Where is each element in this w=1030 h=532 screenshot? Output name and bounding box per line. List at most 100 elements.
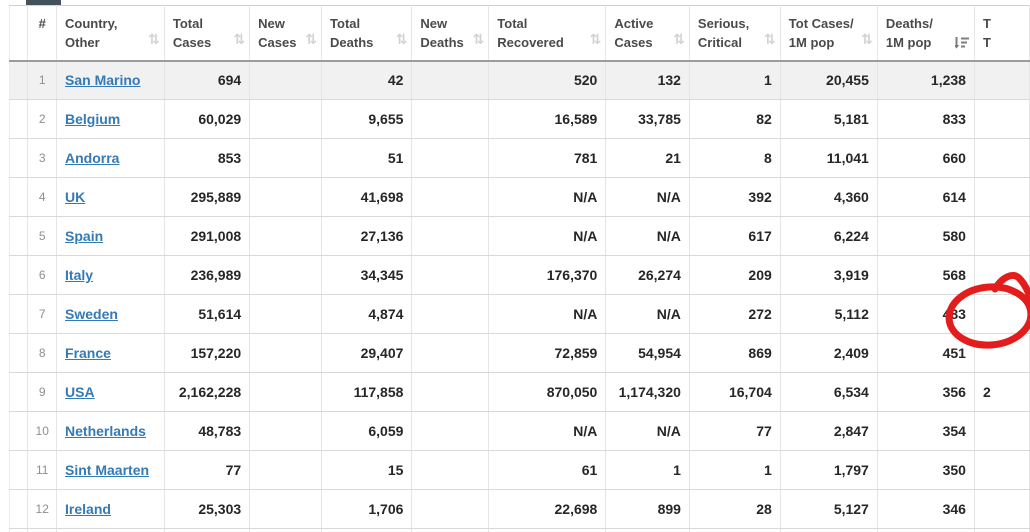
cell-total-deaths: 42 — [321, 60, 413, 100]
column-label-line2: Cases — [172, 35, 212, 50]
cell-new-cases — [249, 411, 323, 451]
gutter-cell — [9, 255, 29, 295]
table-row: 7 Sweden 51,614 4,874 N/A N/A 272 5,112 483 — [9, 294, 1030, 334]
cell-new-deaths — [411, 177, 490, 217]
country-link[interactable]: Sweden — [65, 306, 118, 322]
cell-total-deaths: 41,698 — [321, 177, 413, 217]
cell-total-deaths: 27,136 — [321, 216, 413, 256]
cell-total-recovered: N/A — [488, 294, 607, 334]
column-header-deaths-per-1m[interactable]: Deaths/1M pop — [877, 5, 975, 62]
country-link[interactable]: Sint Maarten — [65, 462, 150, 478]
country-link[interactable]: Spain — [65, 228, 104, 244]
cell-total-recovered: 22,698 — [488, 489, 607, 529]
country-link[interactable]: Andorra — [65, 150, 120, 166]
column-header-country[interactable]: Country, Other ⇅ — [56, 5, 165, 62]
cell-total-recovered: N/A — [488, 177, 607, 217]
country-link[interactable]: Netherlands — [65, 423, 146, 439]
cell-new-cases — [249, 216, 323, 256]
sort-toggle-icon[interactable]: ⇅ — [589, 32, 602, 48]
column-header-cases-per-1m[interactable]: Tot Cases/1M pop ⇅ — [780, 5, 878, 62]
cell-total-cases: 48,783 — [164, 411, 251, 451]
country-link[interactable]: Ireland — [65, 501, 111, 517]
country-link[interactable]: San Marino — [65, 72, 141, 89]
country-link[interactable]: Belgium — [65, 111, 121, 127]
cell-new-cases — [249, 255, 323, 295]
country-link[interactable]: UK — [65, 189, 86, 205]
cell-clipped-col — [974, 138, 1030, 178]
column-label-line1: New — [420, 16, 448, 31]
cell-serious-critical: 1 — [689, 60, 781, 100]
country-link[interactable]: USA — [65, 384, 95, 400]
cell-serious-critical: 617 — [689, 216, 781, 256]
table-row: 5 Spain 291,008 27,136 N/A N/A 617 6,224 580 — [9, 216, 1030, 256]
gutter-cell — [9, 333, 29, 373]
cell-cases-per-1m: 2,409 — [780, 333, 878, 373]
cell-cases-per-1m: 3,919 — [780, 255, 878, 295]
cell-total-recovered: 870,050 — [488, 372, 607, 412]
cell-serious-critical: 8 — [689, 138, 781, 178]
sort-toggle-icon[interactable]: ⇅ — [233, 32, 246, 48]
sort-toggle-icon[interactable]: ⇅ — [395, 32, 408, 48]
table-header: # Country, Other ⇅ Total Cases ⇅ New Cases ⇅ Total… — [9, 5, 1030, 62]
gutter-cell — [9, 372, 29, 412]
column-label-line2: Deaths — [330, 35, 374, 50]
sort-toggle-icon[interactable]: ⇅ — [764, 32, 776, 48]
cell-total-deaths: 9,655 — [321, 99, 413, 139]
table-row: 8 France 157,220 29,407 72,859 54,954 869 2,409… — [9, 333, 1030, 373]
column-label-line2: 1M pop — [788, 35, 835, 50]
cell-total-recovered: N/A — [488, 216, 607, 256]
country-link[interactable]: France — [65, 345, 111, 361]
sort-toggle-icon[interactable]: ⇅ — [472, 32, 485, 48]
cell-total-recovered: 61 — [488, 450, 607, 490]
column-header-gutter — [9, 5, 29, 62]
column-header-new-cases[interactable]: New Cases ⇅ — [249, 5, 323, 62]
sort-toggle-icon[interactable]: ⇅ — [305, 32, 318, 48]
gutter-cell — [9, 138, 29, 178]
column-label-line1: Active — [614, 16, 654, 31]
cell-new-deaths — [411, 372, 490, 412]
column-label-line1: New — [258, 16, 285, 31]
gutter-cell — [9, 450, 29, 490]
column-header-total-deaths[interactable]: Total Deaths ⇅ — [321, 5, 413, 62]
cell-new-deaths — [411, 411, 490, 451]
cell-total-cases: 60,029 — [164, 99, 251, 139]
cell-total-recovered: 16,589 — [488, 99, 607, 139]
cell-deaths-per-1m: 346 — [877, 489, 975, 529]
cell-total-cases: 51,614 — [164, 294, 251, 334]
row-rank: 7 — [27, 294, 58, 334]
cell-serious-critical: 1 — [689, 450, 781, 490]
cell-deaths-per-1m: 354 — [877, 411, 975, 451]
cell-total-recovered: 781 — [488, 138, 607, 178]
column-label-line2: Recovered — [497, 35, 564, 50]
cell-active-cases: 54,954 — [605, 333, 690, 373]
cell-total-cases: 694 — [164, 60, 251, 100]
sort-toggle-icon[interactable]: ⇅ — [861, 32, 873, 48]
row-rank: 1 — [27, 60, 58, 100]
cell-new-deaths — [411, 216, 490, 256]
cell-serious-critical: 77 — [689, 411, 781, 451]
cell-deaths-per-1m: 1,238 — [877, 60, 975, 100]
column-label-line1: Serious, — [697, 16, 750, 31]
row-rank: 5 — [27, 216, 58, 256]
cell-deaths-per-1m: 356 — [877, 372, 975, 412]
cell-total-cases: 295,889 — [164, 177, 251, 217]
cell-new-cases — [249, 372, 323, 412]
column-header-active-cases[interactable]: Active Cases ⇅ — [605, 5, 690, 62]
row-rank: 10 — [27, 411, 58, 451]
sort-descending-icon[interactable] — [953, 35, 970, 54]
cell-cases-per-1m: 5,127 — [780, 489, 878, 529]
sort-toggle-icon[interactable]: ⇅ — [673, 32, 685, 48]
column-header-total-cases[interactable]: Total Cases ⇅ — [164, 5, 251, 62]
row-rank: 9 — [27, 372, 58, 412]
column-header-new-deaths[interactable]: New Deaths ⇅ — [411, 5, 490, 62]
sort-toggle-icon[interactable]: ⇅ — [148, 32, 160, 48]
cell-total-deaths: 34,345 — [321, 255, 413, 295]
table-row: 11 Sint Maarten 77 15 61 1 1 1,797 350 — [9, 450, 1030, 490]
column-header-serious-critical[interactable]: Serious, Critical ⇅ — [689, 5, 781, 62]
column-header-total-recovered[interactable]: Total Recovered ⇅ — [488, 5, 607, 62]
column-label-line1: Total — [330, 16, 361, 31]
cell-deaths-per-1m: 614 — [877, 177, 975, 217]
column-label-line2: Other — [65, 35, 100, 50]
country-link[interactable]: Italy — [65, 267, 94, 283]
cell-active-cases: 33,785 — [605, 99, 690, 139]
